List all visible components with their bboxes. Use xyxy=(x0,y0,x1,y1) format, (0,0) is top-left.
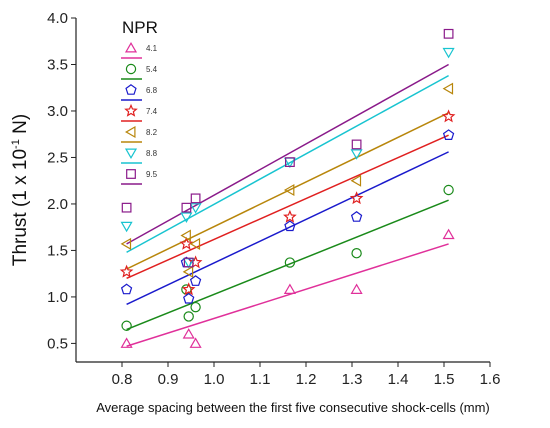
data-point-npr-6.8 xyxy=(442,129,455,140)
y-tick-label: 2.0 xyxy=(47,196,68,213)
data-point-npr-9.5 xyxy=(181,202,192,213)
data-point-npr-8.2 xyxy=(182,265,194,278)
y-axis-label-exponent: -1 xyxy=(10,139,22,149)
data-point-npr-6.8 xyxy=(183,292,195,304)
y-axis-label-main: Thrust (1 x 10 xyxy=(10,149,31,266)
data-point-npr-5.4 xyxy=(190,301,201,313)
x-tick-label: 1.3 xyxy=(342,371,363,388)
legend-label: 6.8 xyxy=(146,86,158,95)
axes: 0.8 0.9 1.0 1.1 1.2 1.3 1.4 1.5 1.6 0.5 1.0 1.5 2.0 2… xyxy=(47,10,500,388)
data-point-npr-8.8 xyxy=(350,149,363,160)
data-point-npr-8.2 xyxy=(283,183,295,197)
data-point-npr-4.1 xyxy=(182,328,195,339)
data-point-npr-7.4 xyxy=(283,209,297,223)
legend-label: 5.4 xyxy=(146,65,158,74)
data-point-npr-8.2 xyxy=(189,237,201,250)
data-point-npr-4.1 xyxy=(283,283,296,294)
x-tick-label: 1.5 xyxy=(434,371,455,388)
x-tick-label: 0.9 xyxy=(158,371,179,388)
data-point-npr-7.4 xyxy=(179,236,194,250)
data-point-npr-9.5 xyxy=(285,157,295,168)
data-markers xyxy=(119,28,456,348)
fit-line-npr-7.4 xyxy=(126,134,449,280)
data-point-npr-6.8 xyxy=(284,220,296,232)
data-point-npr-5.4 xyxy=(351,248,362,259)
data-point-npr-9.5 xyxy=(183,257,194,268)
data-point-npr-8.8 xyxy=(120,221,133,233)
y-axis-label: Thrust (1 x 10-1 N) xyxy=(10,114,31,266)
data-point-npr-5.4 xyxy=(443,184,454,196)
x-tick-label: 1.6 xyxy=(480,371,501,388)
data-point-npr-8.8 xyxy=(180,212,193,223)
data-point-npr-4.1 xyxy=(120,337,133,348)
data-point-npr-5.4 xyxy=(121,320,132,331)
data-point-npr-7.4 xyxy=(441,109,456,123)
data-point-npr-8.8 xyxy=(442,47,455,59)
x-tick-label: 1.0 xyxy=(204,371,225,388)
data-point-npr-8.2 xyxy=(442,82,454,95)
legend-title: NPR xyxy=(122,18,158,37)
fit-lines xyxy=(126,63,449,347)
data-point-npr-8.2 xyxy=(350,174,362,187)
y-tick-label: 1.0 xyxy=(47,289,68,306)
legend-marker-npr-7.4 xyxy=(124,103,138,117)
data-point-npr-6.8 xyxy=(120,283,133,295)
data-point-npr-7.4 xyxy=(188,255,203,269)
data-point-npr-8.8 xyxy=(189,203,202,214)
x-axis-label: Average spacing between the first five c… xyxy=(96,400,490,415)
legend-marker-npr-8.2 xyxy=(124,125,136,139)
legend-label: 9.5 xyxy=(146,170,158,179)
legend: NPR 4.1 5.4 6.8 7.4 8.2 8.8 9.5 xyxy=(121,18,158,185)
legend-label: 8.8 xyxy=(146,149,158,158)
y-tick-label: 4.0 xyxy=(47,10,68,27)
data-point-npr-5.4 xyxy=(183,311,194,322)
legend-marker-npr-9.5 xyxy=(126,169,136,179)
data-point-npr-7.4 xyxy=(181,282,196,296)
x-tick-label: 0.8 xyxy=(112,371,133,388)
fit-line-npr-5.4 xyxy=(126,199,449,331)
y-tick-label: 3.0 xyxy=(47,103,68,120)
data-point-npr-7.4 xyxy=(349,191,364,205)
legend-label: 7.4 xyxy=(146,107,158,116)
data-point-npr-8.2 xyxy=(120,237,132,250)
data-point-npr-4.1 xyxy=(350,283,363,294)
data-point-npr-6.8 xyxy=(350,211,363,222)
x-tick-label: 1.1 xyxy=(250,371,271,388)
y-tick-label: 3.5 xyxy=(47,56,68,73)
data-point-npr-7.4 xyxy=(119,264,134,278)
legend-label: 4.1 xyxy=(146,44,158,53)
legend-marker-npr-5.4 xyxy=(125,63,137,75)
legend-marker-npr-4.1 xyxy=(124,41,138,53)
fit-line-npr-9.5 xyxy=(126,63,449,245)
fit-line-npr-6.8 xyxy=(126,151,449,306)
data-point-npr-5.4 xyxy=(284,257,296,268)
data-point-npr-4.1 xyxy=(442,228,455,240)
data-point-npr-4.1 xyxy=(189,337,202,348)
y-tick-label: 0.5 xyxy=(47,335,68,352)
data-point-npr-9.5 xyxy=(121,202,132,213)
legend-label: 8.2 xyxy=(146,128,158,137)
data-point-npr-9.5 xyxy=(351,139,362,150)
x-tick-label: 1.2 xyxy=(296,371,317,388)
y-axis-label-unit: N) xyxy=(10,114,31,139)
y-tick-label: 1.5 xyxy=(47,242,68,259)
legend-marker-npr-8.8 xyxy=(124,148,138,160)
legend-marker-npr-6.8 xyxy=(125,84,137,95)
data-point-npr-9.5 xyxy=(443,28,454,39)
fit-line-npr-4.1 xyxy=(126,243,449,347)
data-point-npr-6.8 xyxy=(189,275,202,286)
y-tick-label: 2.5 xyxy=(47,149,68,166)
x-tick-label: 1.4 xyxy=(388,371,409,388)
data-point-npr-8.2 xyxy=(180,229,191,242)
data-point-npr-9.5 xyxy=(190,193,201,204)
